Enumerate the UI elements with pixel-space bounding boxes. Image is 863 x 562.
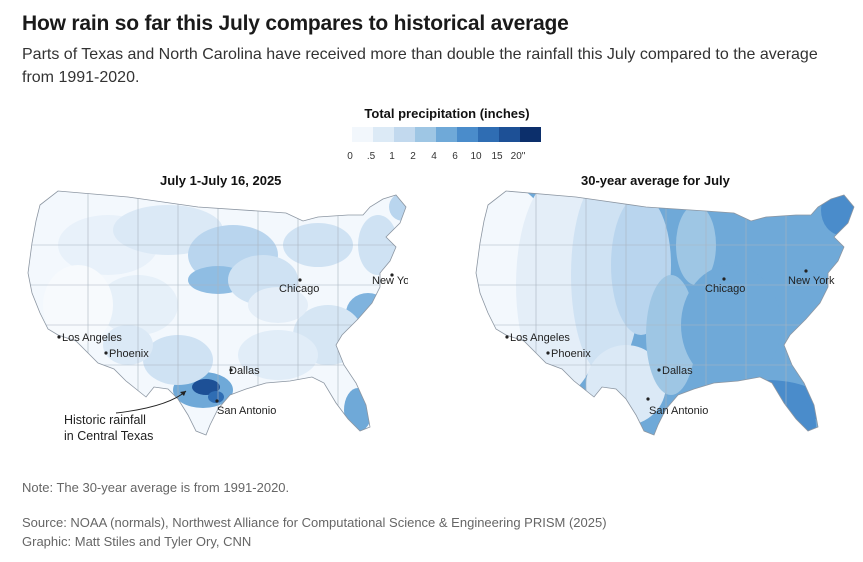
legend-swatch bbox=[478, 127, 499, 142]
source-line: Source: NOAA (normals), Northwest Allian… bbox=[22, 515, 607, 530]
dallas-dot bbox=[229, 368, 233, 372]
legend-title: Total precipitation (inches) bbox=[364, 106, 530, 121]
san-antonio-dot bbox=[215, 399, 219, 403]
source-credit: Source: NOAA (normals), Northwest Allian… bbox=[22, 513, 607, 551]
city-los-angeles: Los Angeles bbox=[62, 332, 122, 344]
phoenix-dot bbox=[546, 351, 550, 355]
page-title: How rain so far this July compares to hi… bbox=[22, 12, 569, 35]
city-dallas: Dallas bbox=[662, 365, 693, 377]
city-dallas: Dallas bbox=[229, 365, 260, 377]
legend-tick: .5 bbox=[366, 151, 376, 162]
chicago-dot bbox=[722, 277, 726, 281]
phoenix-dot bbox=[104, 351, 108, 355]
map-title-average: 30-year average for July bbox=[581, 173, 730, 188]
annotation-line-1: Historic rainfall bbox=[64, 413, 146, 427]
chicago-dot bbox=[298, 278, 302, 282]
legend-swatch bbox=[352, 127, 373, 142]
annotation-line-2: in Central Texas bbox=[64, 429, 153, 443]
city-chicago: Chicago bbox=[705, 283, 745, 295]
city-markers: Los Angeles Phoenix Dallas San Antonio C… bbox=[57, 273, 408, 417]
city-new-york: New York bbox=[372, 275, 408, 287]
legend-swatch bbox=[436, 127, 457, 142]
legend-tick: 6 bbox=[452, 151, 458, 162]
footnote: Note: The 30-year average is from 1991-2… bbox=[22, 480, 290, 495]
city-phoenix: Phoenix bbox=[109, 348, 149, 360]
legend-tick: 4 bbox=[431, 151, 437, 162]
city-chicago: Chicago bbox=[279, 283, 319, 295]
city-markers-average: Los Angeles Phoenix Dallas San Antonio C… bbox=[505, 269, 835, 417]
dallas-dot bbox=[657, 368, 661, 372]
legend-tick: 1 bbox=[389, 151, 395, 162]
city-new-york: New York bbox=[788, 275, 835, 287]
new-york-dot bbox=[804, 269, 808, 273]
legend-swatch bbox=[520, 127, 541, 142]
city-san-antonio: San Antonio bbox=[217, 405, 276, 417]
city-san-antonio: San Antonio bbox=[649, 405, 708, 417]
legend-color-scale bbox=[352, 127, 541, 142]
los-angeles-dot bbox=[57, 335, 61, 339]
legend-tick: 0 bbox=[347, 151, 353, 162]
graphic-credit: Graphic: Matt Stiles and Tyler Ory, CNN bbox=[22, 534, 252, 549]
legend-swatch bbox=[394, 127, 415, 142]
map-30-year-average: Los Angeles Phoenix Dallas San Antonio C… bbox=[475, 190, 855, 436]
legend-swatch bbox=[457, 127, 478, 142]
annotation-arrowhead bbox=[180, 391, 186, 396]
legend-tick: 10 bbox=[470, 151, 482, 162]
legend-tick-labels: 0 .5 1 2 4 6 10 15 20" bbox=[340, 151, 560, 165]
map-july-2025: Los Angeles Phoenix Dallas San Antonio C… bbox=[27, 190, 408, 443]
city-phoenix: Phoenix bbox=[551, 348, 591, 360]
legend-swatch bbox=[499, 127, 520, 142]
legend-tick: 20" bbox=[510, 151, 526, 162]
page-subtitle: Parts of Texas and North Carolina have r… bbox=[22, 46, 818, 86]
new-york-dot bbox=[390, 273, 394, 277]
legend-swatch bbox=[415, 127, 436, 142]
map-title-2025: July 1-July 16, 2025 bbox=[160, 173, 282, 188]
legend-swatch bbox=[373, 127, 394, 142]
san-antonio-dot bbox=[646, 397, 650, 401]
city-los-angeles: Los Angeles bbox=[510, 332, 570, 344]
los-angeles-dot bbox=[505, 335, 509, 339]
legend-tick: 2 bbox=[410, 151, 416, 162]
legend-tick: 15 bbox=[491, 151, 503, 162]
